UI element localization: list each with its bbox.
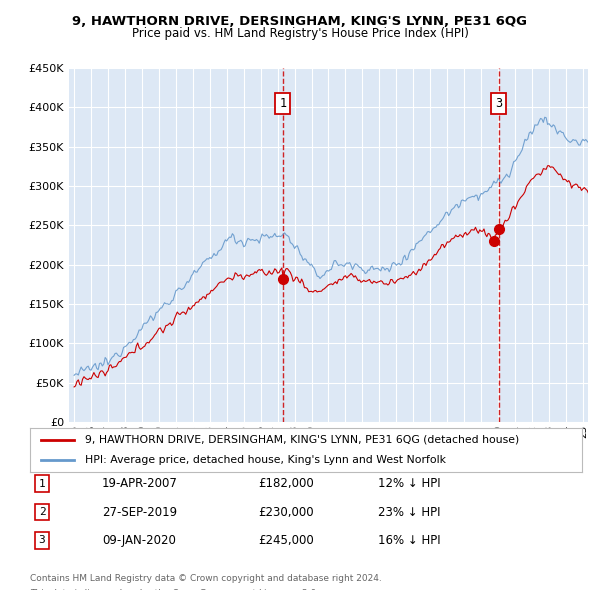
Text: 1: 1	[279, 97, 286, 110]
Text: £245,000: £245,000	[258, 534, 314, 547]
Text: 16% ↓ HPI: 16% ↓ HPI	[378, 534, 440, 547]
Text: 9, HAWTHORN DRIVE, DERSINGHAM, KING'S LYNN, PE31 6QG: 9, HAWTHORN DRIVE, DERSINGHAM, KING'S LY…	[73, 15, 527, 28]
Text: Price paid vs. HM Land Registry's House Price Index (HPI): Price paid vs. HM Land Registry's House …	[131, 27, 469, 40]
Text: 1: 1	[38, 479, 46, 489]
Text: 09-JAN-2020: 09-JAN-2020	[102, 534, 176, 547]
Text: 12% ↓ HPI: 12% ↓ HPI	[378, 477, 440, 490]
Text: 2: 2	[38, 507, 46, 517]
Text: 3: 3	[495, 97, 502, 110]
Text: 23% ↓ HPI: 23% ↓ HPI	[378, 506, 440, 519]
Text: HPI: Average price, detached house, King's Lynn and West Norfolk: HPI: Average price, detached house, King…	[85, 455, 446, 465]
Text: 27-SEP-2019: 27-SEP-2019	[102, 506, 177, 519]
Text: 9, HAWTHORN DRIVE, DERSINGHAM, KING'S LYNN, PE31 6QG (detached house): 9, HAWTHORN DRIVE, DERSINGHAM, KING'S LY…	[85, 435, 520, 445]
Text: £182,000: £182,000	[258, 477, 314, 490]
Text: £230,000: £230,000	[258, 506, 314, 519]
Text: This data is licensed under the Open Government Licence v3.0.: This data is licensed under the Open Gov…	[30, 589, 319, 590]
Text: 3: 3	[38, 536, 46, 545]
Text: 19-APR-2007: 19-APR-2007	[102, 477, 178, 490]
Text: Contains HM Land Registry data © Crown copyright and database right 2024.: Contains HM Land Registry data © Crown c…	[30, 574, 382, 583]
